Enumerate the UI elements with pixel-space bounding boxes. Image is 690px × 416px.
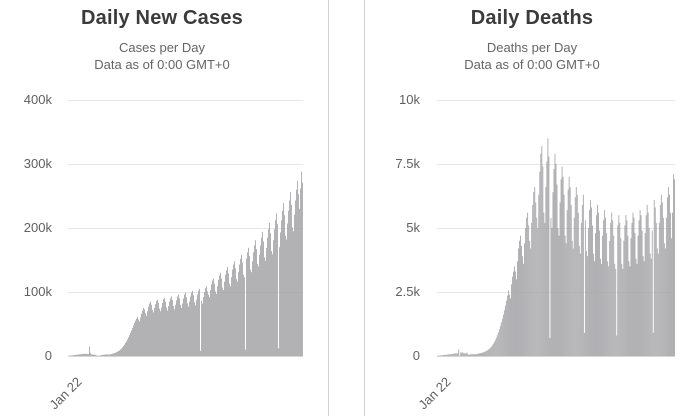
x-axis-baseline [68,356,303,357]
gridline-200k [68,228,303,229]
chart-title: Daily New Cases [81,7,243,29]
y-tick-label: 400k [23,92,52,107]
chart-subtitle-line1: Deaths per Day [486,40,578,55]
panel-divider-left [328,0,329,416]
y-tick-label: 7.5k [395,156,420,171]
gridline-100k [68,292,303,293]
y-tick-label: 0 [412,348,420,363]
deaths-bar-series[interactable] [437,100,675,356]
y-tick-label: 10k [399,92,420,107]
x-tick-label: Jan 22 [46,374,85,413]
chart-subtitle-line2: Data as of 0:00 GMT+0 [94,57,230,72]
y-tick-label: 100k [23,284,52,299]
gridline-400k [68,100,303,101]
y-tick-label: 2.5k [395,284,420,299]
gridline-300k [68,164,303,165]
y-tick-label: 5k [406,220,420,235]
y-tick-label: 0 [44,348,52,363]
chart-subtitle: Deaths per Day Data as of 0:00 GMT+0 [374,39,690,73]
chart-title: Daily Deaths [470,7,594,29]
chart-subtitle-line2: Data as of 0:00 GMT+0 [464,57,600,72]
panel-divider-right [364,0,365,416]
y-tick-label: 300k [23,156,52,171]
chart-subtitle: Cases per Day Data as of 0:00 GMT+0 [0,39,324,73]
cases-bar-series[interactable] [68,100,303,356]
y-tick-label: 200k [23,220,52,235]
gridline-10k [437,100,675,101]
x-axis-baseline [437,356,675,357]
x-tick-label: Jan 22 [415,374,454,413]
chart-subtitle-line1: Cases per Day [119,40,205,55]
